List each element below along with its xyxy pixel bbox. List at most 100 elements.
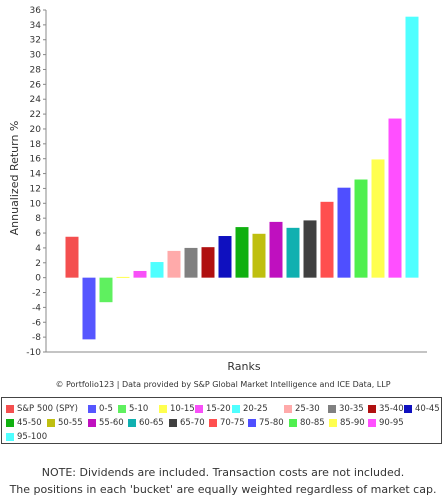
bar-series bbox=[65, 16, 419, 340]
note-line-1: NOTE: Dividends are included. Transactio… bbox=[41, 466, 405, 479]
legend-label: 0-5 bbox=[99, 404, 113, 414]
legend-swatch bbox=[195, 405, 203, 413]
y-tick-label: 34 bbox=[30, 21, 42, 31]
legend-item: 50-55 bbox=[47, 416, 83, 430]
legend-label: 50-55 bbox=[58, 418, 83, 428]
legend-label: 65-70 bbox=[180, 418, 205, 428]
chart-legend: S&P 500 (SPY) 0-5 5-10 10-15 15-20 20-25 25-30… bbox=[1, 397, 442, 444]
legend-swatch bbox=[329, 419, 337, 427]
y-tick-label: 30 bbox=[30, 51, 42, 61]
y-tick-label: -6 bbox=[32, 318, 41, 328]
legend-item: 25-30 bbox=[284, 402, 320, 416]
y-tick-label: 12 bbox=[30, 184, 41, 194]
legend-swatch bbox=[284, 405, 292, 413]
legend-swatch bbox=[6, 405, 14, 413]
legend-label: 90-95 bbox=[379, 418, 404, 428]
y-tick-label: 10 bbox=[30, 199, 42, 209]
bar-60-65 bbox=[286, 227, 300, 278]
note-line-2: The positions in each 'bucket' are equal… bbox=[9, 483, 437, 496]
legend-label: 30-35 bbox=[339, 404, 364, 414]
y-tick-label: 0 bbox=[35, 274, 41, 284]
y-tick-label: 36 bbox=[30, 6, 42, 16]
legend-label: 35-40 bbox=[379, 404, 404, 414]
bar-80-85 bbox=[354, 179, 368, 278]
legend-label: 60-65 bbox=[139, 418, 164, 428]
y-tick-label: 4 bbox=[35, 244, 41, 254]
bar-85-90 bbox=[371, 159, 385, 278]
legend-item: 60-65 bbox=[128, 416, 164, 430]
bar-95-100 bbox=[405, 16, 419, 278]
bar-30-35 bbox=[184, 247, 198, 278]
y-tick-label: 6 bbox=[35, 229, 41, 239]
y-tick-label: 2 bbox=[35, 259, 41, 269]
legend-swatch bbox=[368, 419, 376, 427]
bar-10-15 bbox=[116, 276, 130, 278]
legend-label: 55-60 bbox=[99, 418, 124, 428]
legend-item: 15-20 bbox=[195, 402, 231, 416]
bar-5-10 bbox=[99, 277, 113, 303]
y-tick-label: 18 bbox=[30, 140, 42, 150]
legend-swatch bbox=[209, 419, 217, 427]
bar-55-60 bbox=[269, 221, 283, 278]
y-tick-label: -4 bbox=[32, 303, 41, 313]
legend-label: 10-15 bbox=[170, 404, 195, 414]
y-tick-label: -8 bbox=[32, 333, 41, 343]
y-tick-label: 22 bbox=[30, 110, 41, 120]
legend-item: 65-70 bbox=[169, 416, 205, 430]
legend-item: 10-15 bbox=[159, 402, 195, 416]
bar-65-70 bbox=[303, 220, 317, 278]
legend-swatch bbox=[159, 405, 167, 413]
legend-label: 20-25 bbox=[243, 404, 268, 414]
y-tick-label: 24 bbox=[30, 95, 42, 105]
legend-label: 15-20 bbox=[206, 404, 231, 414]
y-axis-label: Annualized Return % bbox=[8, 121, 21, 236]
bar-0-5 bbox=[82, 277, 96, 340]
x-axis-label: Ranks bbox=[227, 360, 260, 373]
legend-item: 5-10 bbox=[118, 402, 148, 416]
legend-swatch bbox=[128, 419, 136, 427]
legend-label: 70-75 bbox=[220, 418, 245, 428]
bar-25-30 bbox=[167, 250, 181, 278]
legend-swatch bbox=[47, 419, 55, 427]
data-credit: © Portfolio123 | Data provided by S&P Gl… bbox=[55, 380, 391, 389]
legend-item: 80-85 bbox=[289, 416, 325, 430]
legend-item: 90-95 bbox=[368, 416, 404, 430]
legend-swatch bbox=[232, 405, 240, 413]
legend-label: 80-85 bbox=[300, 418, 325, 428]
legend-swatch bbox=[368, 405, 376, 413]
legend-swatch bbox=[6, 419, 14, 427]
y-tick-label: 32 bbox=[30, 36, 41, 46]
legend-label: 45-50 bbox=[17, 418, 42, 428]
legend-item: 55-60 bbox=[88, 416, 124, 430]
legend-label: 75-80 bbox=[259, 418, 284, 428]
legend-item: 85-90 bbox=[329, 416, 365, 430]
bar-40-45 bbox=[218, 236, 232, 278]
y-tick-label: 16 bbox=[30, 155, 42, 165]
legend-item: 40-45 bbox=[404, 402, 440, 416]
legend-label: 5-10 bbox=[129, 404, 149, 414]
y-tick-label: 20 bbox=[30, 125, 42, 135]
legend-item: 75-80 bbox=[248, 416, 284, 430]
legend-item: 0-5 bbox=[88, 402, 113, 416]
y-tick-label: 14 bbox=[30, 170, 42, 180]
legend-item: 70-75 bbox=[209, 416, 245, 430]
legend-item: S&P 500 (SPY) bbox=[6, 402, 78, 416]
plot-area bbox=[45, 10, 427, 353]
legend-swatch bbox=[88, 405, 96, 413]
legend-swatch bbox=[169, 419, 177, 427]
bar-75-80 bbox=[337, 187, 351, 278]
legend-swatch bbox=[6, 433, 14, 441]
bar-70-75 bbox=[320, 201, 334, 278]
bar-45-50 bbox=[235, 227, 249, 278]
legend-swatch bbox=[248, 419, 256, 427]
legend-item: 35-40 bbox=[368, 402, 404, 416]
legend-label: S&P 500 (SPY) bbox=[17, 404, 78, 414]
legend-item: 45-50 bbox=[6, 416, 42, 430]
bar-chart: 363432302826242220181614121086420-2-4-6-… bbox=[8, 6, 427, 373]
legend-item: 30-35 bbox=[328, 402, 364, 416]
bar-s-p-500-spy bbox=[65, 236, 79, 278]
bar-20-25 bbox=[150, 262, 164, 278]
y-tick-label: 26 bbox=[30, 80, 42, 90]
legend-label: 85-90 bbox=[340, 418, 365, 428]
legend-label: 40-45 bbox=[415, 404, 440, 414]
